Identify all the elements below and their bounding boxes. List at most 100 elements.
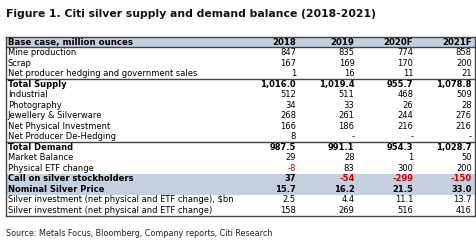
Text: 11: 11 (402, 69, 412, 78)
Text: -150: -150 (450, 174, 471, 183)
Bar (6, 89, 474, 100)
Text: 512: 512 (279, 90, 295, 99)
Text: -54: -54 (338, 174, 354, 183)
Bar (6, 110, 474, 121)
Text: 15.7: 15.7 (275, 185, 295, 194)
Text: Total Demand: Total Demand (8, 143, 73, 152)
Text: 300: 300 (397, 164, 412, 173)
Text: 268: 268 (279, 111, 295, 120)
Text: 216: 216 (397, 122, 412, 131)
Text: Base case, million ounces: Base case, million ounces (8, 37, 132, 47)
Text: 37: 37 (284, 174, 295, 183)
Text: 33: 33 (343, 101, 354, 110)
Bar (6, 131, 474, 142)
Bar (6, 37, 474, 47)
Text: Net producer hedging and government sales: Net producer hedging and government sale… (8, 69, 197, 78)
Text: 954.3: 954.3 (386, 143, 412, 152)
Text: Market Balance: Market Balance (8, 153, 73, 162)
Text: Nominal Silver Price: Nominal Silver Price (8, 185, 104, 194)
Text: 269: 269 (338, 206, 354, 215)
Text: Call on silver stockholders: Call on silver stockholders (8, 174, 133, 183)
Bar (6, 58, 474, 68)
Text: 34: 34 (285, 101, 295, 110)
Text: 33.0: 33.0 (450, 185, 471, 194)
Text: 1: 1 (407, 153, 412, 162)
Text: 1: 1 (290, 69, 295, 78)
Text: Total Supply: Total Supply (8, 80, 66, 89)
Text: Physical ETF change: Physical ETF change (8, 164, 93, 173)
Bar (6, 173, 474, 184)
Bar (6, 142, 474, 152)
Text: Silver investment (net physical and ETF change): Silver investment (net physical and ETF … (8, 206, 211, 215)
Text: 16.2: 16.2 (333, 185, 354, 194)
Text: 858: 858 (455, 48, 471, 57)
Text: 169: 169 (338, 59, 354, 68)
Text: Net Physical Investment: Net Physical Investment (8, 122, 109, 131)
Text: 1,019.4: 1,019.4 (318, 80, 354, 89)
Text: -: - (409, 132, 412, 141)
Text: 170: 170 (397, 59, 412, 68)
Text: -: - (351, 132, 354, 141)
Text: 2018: 2018 (271, 37, 295, 47)
Text: 83: 83 (343, 164, 354, 173)
Text: 516: 516 (397, 206, 412, 215)
Bar (6, 47, 474, 58)
Text: 244: 244 (397, 111, 412, 120)
Text: -299: -299 (391, 174, 412, 183)
Text: 186: 186 (338, 122, 354, 131)
Text: Industrial: Industrial (8, 90, 47, 99)
Text: Source: Metals Focus, Bloomberg, Company reports, Citi Research: Source: Metals Focus, Bloomberg, Company… (6, 229, 271, 238)
Text: 261: 261 (338, 111, 354, 120)
Text: 21: 21 (460, 69, 471, 78)
Bar (6, 121, 474, 131)
Text: 1,078.8: 1,078.8 (436, 80, 471, 89)
Text: 955.7: 955.7 (386, 80, 412, 89)
Bar (6, 100, 474, 110)
Text: 511: 511 (338, 90, 354, 99)
Text: -8: -8 (287, 164, 295, 173)
Text: 4.4: 4.4 (341, 195, 354, 204)
Text: Net Producer De-Hedging: Net Producer De-Hedging (8, 132, 115, 141)
Text: Mine production: Mine production (8, 48, 76, 57)
Text: 28: 28 (343, 153, 354, 162)
Text: 216: 216 (455, 122, 471, 131)
Text: 200: 200 (455, 59, 471, 68)
Text: 166: 166 (279, 122, 295, 131)
Text: 835: 835 (338, 48, 354, 57)
Text: 21.5: 21.5 (391, 185, 412, 194)
Text: -: - (468, 132, 471, 141)
Text: 1,016.0: 1,016.0 (260, 80, 295, 89)
Text: 468: 468 (397, 90, 412, 99)
Text: 416: 416 (455, 206, 471, 215)
Text: Figure 1. Citi silver supply and demand balance (2018-2021): Figure 1. Citi silver supply and demand … (6, 9, 375, 19)
Text: 2019: 2019 (330, 37, 354, 47)
Text: 16: 16 (343, 69, 354, 78)
Text: Photography: Photography (8, 101, 61, 110)
Text: 2021F: 2021F (441, 37, 471, 47)
Text: 847: 847 (279, 48, 295, 57)
Bar (6, 68, 474, 79)
Text: 26: 26 (402, 101, 412, 110)
Text: 8: 8 (290, 132, 295, 141)
Bar (6, 195, 474, 205)
Text: 987.5: 987.5 (269, 143, 295, 152)
Bar (6, 184, 474, 195)
Text: 11.1: 11.1 (394, 195, 412, 204)
Text: 2020F: 2020F (383, 37, 412, 47)
Text: 276: 276 (455, 111, 471, 120)
Text: 167: 167 (279, 59, 295, 68)
Text: Jewellery & Silverware: Jewellery & Silverware (8, 111, 102, 120)
Text: 991.1: 991.1 (327, 143, 354, 152)
Text: 2.5: 2.5 (282, 195, 295, 204)
Text: Scrap: Scrap (8, 59, 31, 68)
Bar (6, 205, 474, 216)
Bar (6, 152, 474, 163)
Text: 50: 50 (460, 153, 471, 162)
Bar (6, 79, 474, 89)
Text: 509: 509 (455, 90, 471, 99)
Text: 200: 200 (455, 164, 471, 173)
Text: 158: 158 (279, 206, 295, 215)
Bar (6, 163, 474, 173)
Text: 28: 28 (460, 101, 471, 110)
Text: 774: 774 (397, 48, 412, 57)
